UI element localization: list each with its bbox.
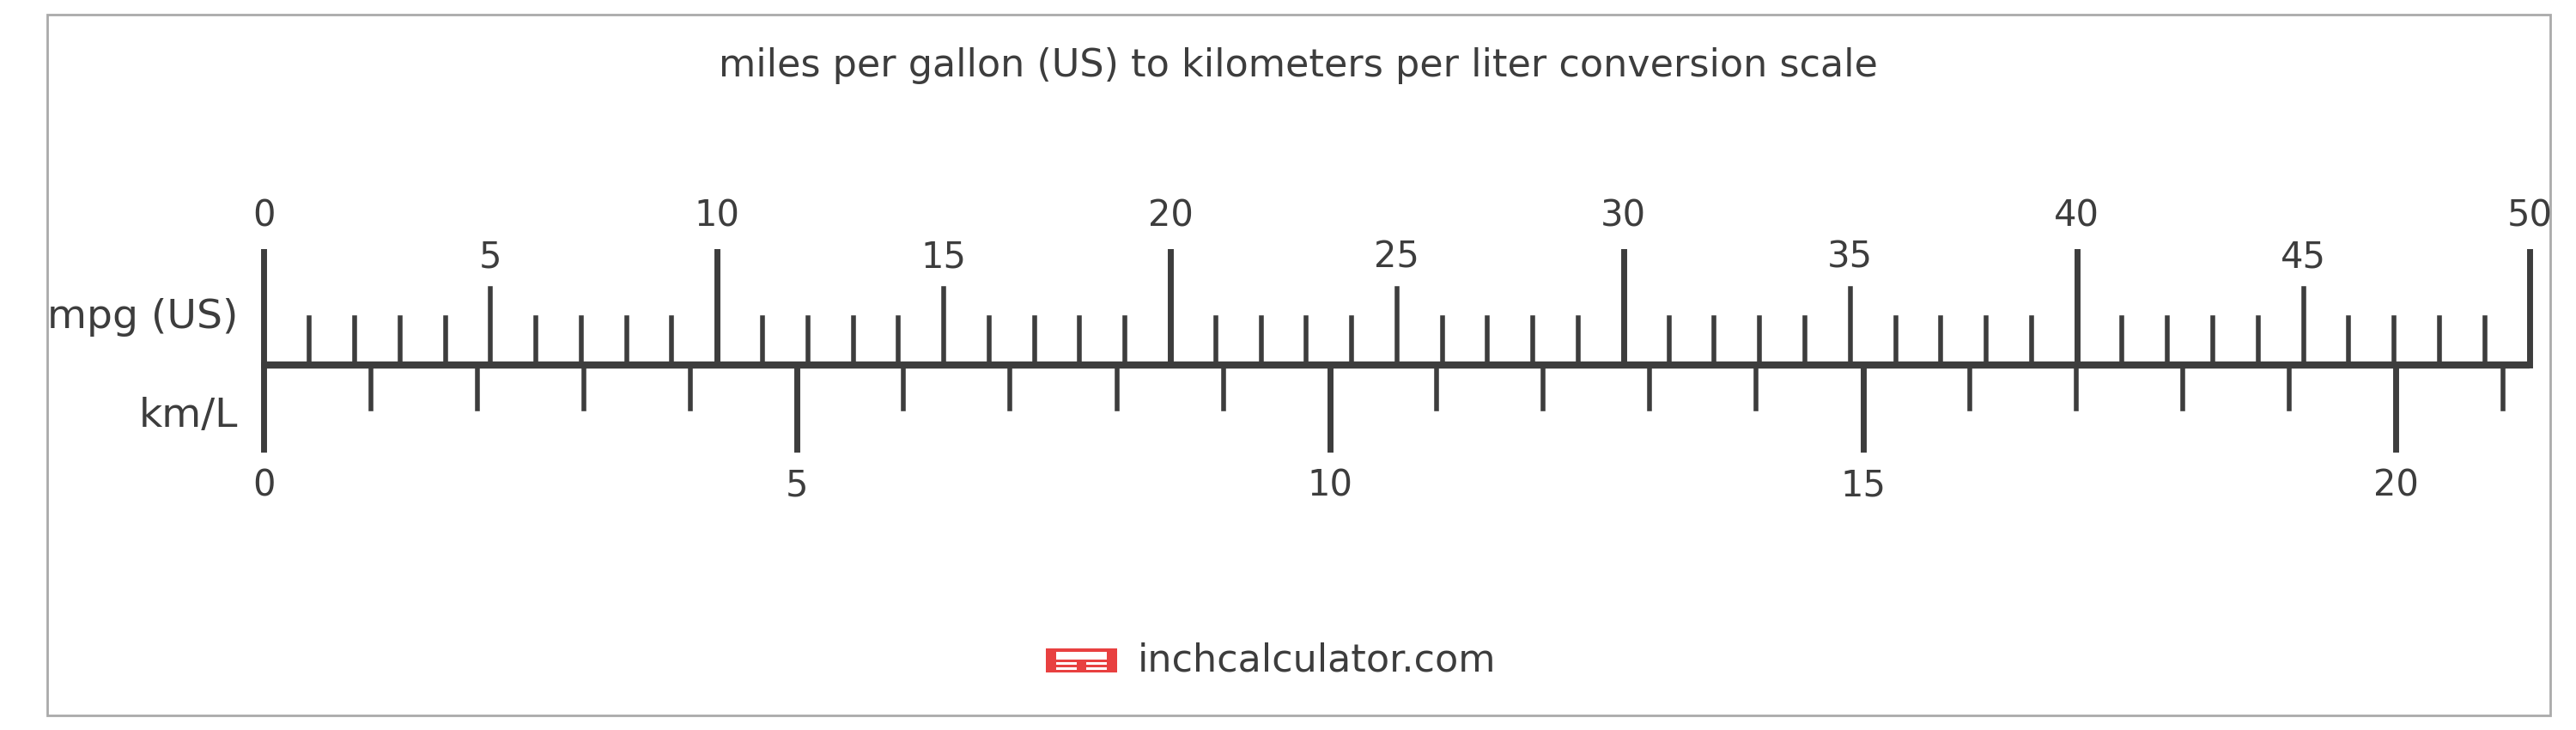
Text: 45: 45 xyxy=(2280,239,2326,275)
Text: 20: 20 xyxy=(2372,467,2419,503)
Text: 15: 15 xyxy=(922,239,966,275)
Text: 5: 5 xyxy=(479,239,502,275)
Text: mpg (US): mpg (US) xyxy=(46,299,240,337)
Text: km/L: km/L xyxy=(139,397,240,435)
FancyBboxPatch shape xyxy=(1056,652,1108,659)
FancyBboxPatch shape xyxy=(1056,667,1077,670)
FancyBboxPatch shape xyxy=(1056,662,1077,664)
Text: 10: 10 xyxy=(696,198,739,234)
Text: 10: 10 xyxy=(1306,467,1352,503)
Text: 20: 20 xyxy=(1149,198,1193,234)
Text: 40: 40 xyxy=(2053,198,2099,234)
Text: miles per gallon (US) to kilometers per liter conversion scale: miles per gallon (US) to kilometers per … xyxy=(719,47,1878,84)
Text: 5: 5 xyxy=(786,467,809,503)
Text: inchcalculator.com: inchcalculator.com xyxy=(1139,642,1497,679)
Text: 15: 15 xyxy=(1839,467,1886,503)
FancyBboxPatch shape xyxy=(1046,648,1118,673)
Text: 0: 0 xyxy=(252,198,276,234)
Text: 30: 30 xyxy=(1600,198,1646,234)
FancyBboxPatch shape xyxy=(1087,667,1108,670)
Text: 35: 35 xyxy=(1826,239,1873,275)
FancyBboxPatch shape xyxy=(1087,662,1108,664)
Text: 25: 25 xyxy=(1373,239,1419,275)
Text: 50: 50 xyxy=(2506,198,2553,234)
Text: 0: 0 xyxy=(252,467,276,503)
